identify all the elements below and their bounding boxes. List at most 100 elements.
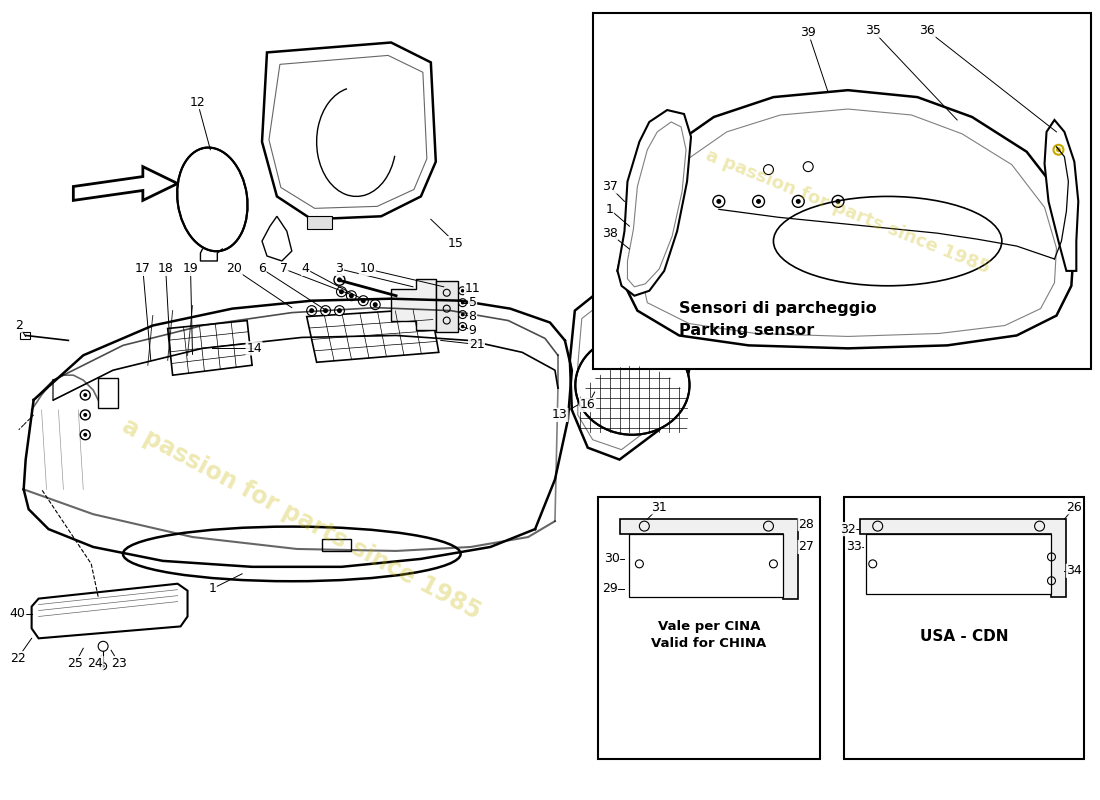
Text: 1: 1 [208,582,217,595]
Text: 11: 11 [464,282,481,295]
Text: a passion for parts since 1985: a passion for parts since 1985 [703,146,992,277]
Circle shape [84,433,87,437]
Polygon shape [619,519,799,598]
Text: 16: 16 [580,398,595,411]
Text: 14: 14 [246,342,262,355]
Text: 34: 34 [1067,564,1082,578]
Circle shape [461,313,464,316]
Circle shape [836,199,840,204]
Circle shape [361,298,366,303]
Circle shape [337,308,342,313]
Text: 36: 36 [920,24,935,37]
Text: Vale per CINA: Vale per CINA [658,620,760,633]
Text: 7: 7 [279,262,288,275]
Text: 19: 19 [183,262,198,275]
Circle shape [461,289,464,293]
Bar [98,378,118,408]
Polygon shape [74,166,177,200]
Circle shape [84,393,87,397]
Circle shape [334,306,344,315]
Circle shape [334,274,345,286]
Text: 32: 32 [840,522,856,535]
Text: 29: 29 [602,582,617,595]
Circle shape [459,298,466,306]
Text: 20: 20 [227,262,242,275]
Text: 30: 30 [604,552,619,566]
Bar [20,333,30,339]
Circle shape [461,325,464,328]
Circle shape [459,286,466,294]
Circle shape [101,665,104,668]
Polygon shape [392,279,436,330]
Circle shape [371,300,381,310]
Text: 23: 23 [111,657,126,670]
Text: 15: 15 [448,237,463,250]
Polygon shape [617,110,691,296]
Text: Valid for CHINA: Valid for CHINA [651,637,767,650]
FancyBboxPatch shape [597,498,821,759]
Polygon shape [629,534,783,597]
Text: Sensori di parcheggio: Sensori di parcheggio [679,301,877,316]
Ellipse shape [177,147,248,251]
Circle shape [459,310,466,318]
Text: Parking sensor: Parking sensor [679,323,814,338]
Polygon shape [1045,120,1078,271]
Circle shape [461,301,464,305]
Polygon shape [32,584,187,638]
Text: 3: 3 [336,262,343,275]
Text: 22: 22 [10,652,25,665]
Text: 10: 10 [360,262,375,275]
Circle shape [359,296,369,306]
Circle shape [320,306,330,315]
Circle shape [349,294,354,298]
Circle shape [84,413,87,417]
Circle shape [346,290,356,301]
Text: 6: 6 [258,262,266,275]
Circle shape [373,302,377,307]
Polygon shape [262,42,436,219]
Text: 12: 12 [189,95,206,109]
Text: 35: 35 [865,24,881,37]
Text: 5: 5 [469,296,476,309]
Text: 25: 25 [67,657,84,670]
Text: 31: 31 [651,501,667,514]
Circle shape [337,286,346,297]
Circle shape [307,306,317,315]
Circle shape [459,322,466,330]
Circle shape [1056,147,1060,152]
FancyBboxPatch shape [844,498,1085,759]
Text: 39: 39 [801,26,816,39]
Circle shape [756,199,761,204]
Text: USA - CDN: USA - CDN [920,629,1009,644]
Polygon shape [617,90,1075,348]
Circle shape [339,290,344,294]
Text: 1: 1 [606,203,614,216]
Text: 8: 8 [469,310,476,323]
Polygon shape [570,279,698,459]
Polygon shape [262,216,292,261]
Bar [436,281,458,333]
Circle shape [309,308,315,313]
Text: 38: 38 [602,226,617,240]
Text: 26: 26 [1067,501,1082,514]
Text: 4: 4 [301,262,309,275]
Text: 27: 27 [799,541,814,554]
Text: 21: 21 [469,338,484,351]
Circle shape [337,278,342,282]
Circle shape [323,308,328,313]
Text: 24: 24 [87,657,103,670]
Ellipse shape [575,335,690,434]
Polygon shape [866,534,1052,594]
Text: 2: 2 [14,319,23,332]
Text: 13: 13 [552,408,568,422]
Text: 9: 9 [469,324,476,337]
Text: 17: 17 [135,262,151,275]
Text: a passion for parts since 1985: a passion for parts since 1985 [119,414,485,624]
Text: 33: 33 [846,541,861,554]
Polygon shape [860,519,1066,597]
Text: 37: 37 [602,180,617,193]
Circle shape [795,199,801,204]
Text: 40: 40 [10,607,25,620]
Text: 28: 28 [799,518,814,530]
Polygon shape [307,216,331,229]
